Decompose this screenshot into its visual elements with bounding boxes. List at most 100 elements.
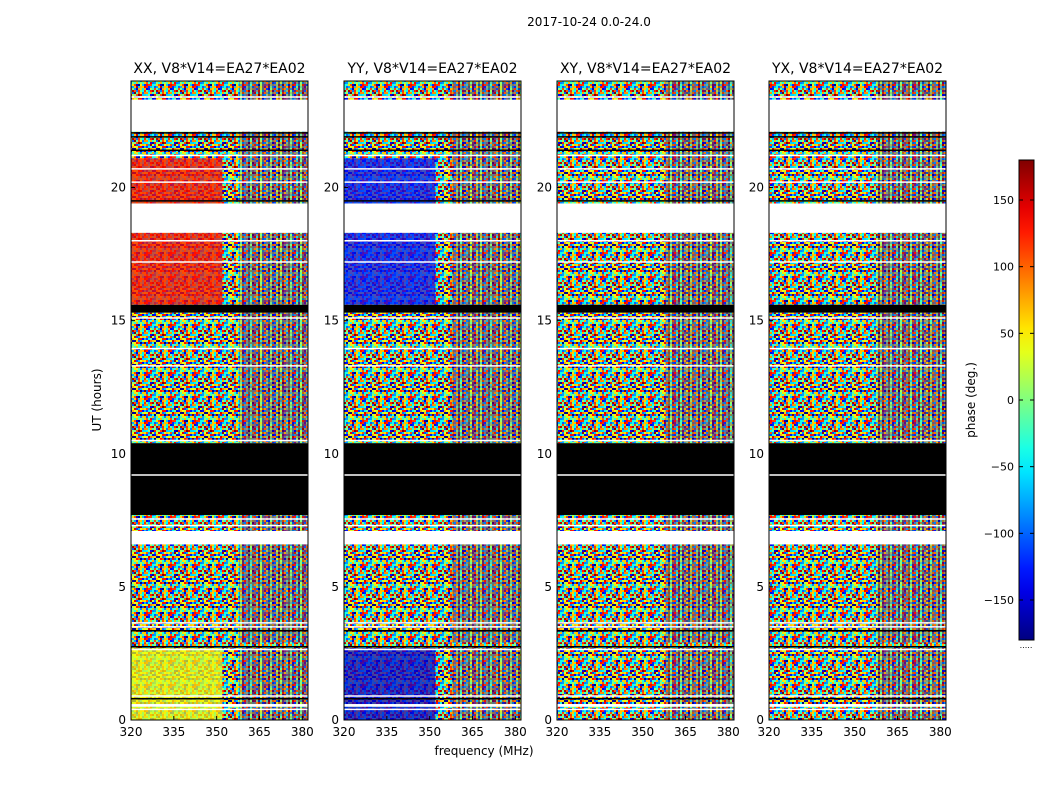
y-tick-label: 10 (324, 447, 339, 461)
y-tick-label: 0 (331, 713, 339, 727)
fringe-pattern (877, 232, 946, 305)
fringe-pattern (239, 131, 308, 159)
coherent-phase-band (344, 648, 436, 705)
fringe-pattern (452, 648, 521, 705)
coherent-phase-band (344, 158, 436, 204)
panel-title: XY, V8*V14=EA27*EA02 (560, 61, 731, 77)
panel-frame (130, 80, 309, 721)
ut-segment-flagged (769, 443, 946, 515)
fringe-pattern (239, 544, 308, 625)
y-tick-label: 15 (537, 314, 552, 328)
y-tick-label: 10 (537, 447, 552, 461)
coherent-phase-band (344, 232, 436, 305)
x-tick-label: 380 (717, 725, 740, 739)
fringe-pattern (665, 81, 734, 100)
x-tick-label: 350 (418, 725, 441, 739)
x-axis-label: frequency (MHz) (434, 744, 533, 758)
panel-xx: XX, V8*V14=EA27*EA02 320 335 350 365 380 0 5 10 1… (111, 61, 314, 739)
panel-xy: XY, V8*V14=EA27*EA02 320 335 350 365 380 0 5 10 1… (537, 61, 740, 739)
fringe-pattern (452, 312, 521, 444)
figure-suptitle: 2017-10-24 0.0-24.0 (527, 15, 651, 29)
fringe-pattern (877, 544, 946, 625)
coherent-phase-band (131, 232, 223, 305)
colorbar-tick-label: −50 (991, 461, 1014, 474)
fringe-pattern (452, 81, 521, 100)
fringe-pattern (452, 624, 521, 643)
fringe-pattern (877, 312, 946, 444)
ut-segment-flagged (557, 304, 734, 313)
fringe-pattern (665, 232, 734, 305)
fringe-pattern (239, 514, 308, 531)
x-tick-label: 350 (205, 725, 228, 739)
ut-segment-no_data (344, 704, 521, 707)
y-tick-label: 0 (118, 713, 126, 727)
ut-segment-flagged (769, 304, 946, 313)
y-tick-label: 20 (537, 181, 552, 195)
panel-yx: YX, V8*V14=EA27*EA02 320 335 350 365 380 0 5 10 1… (749, 61, 952, 739)
x-tick-label: 365 (461, 725, 484, 739)
x-tick-label: 335 (375, 725, 398, 739)
x-tick-label: 320 (120, 725, 143, 739)
ut-segment-no_data (131, 704, 308, 707)
fringe-pattern (452, 158, 521, 204)
x-tick-label: 320 (333, 725, 356, 739)
ut-segment-data (344, 642, 521, 649)
fringe-pattern (239, 81, 308, 100)
fringe-pattern (877, 81, 946, 100)
ut-segment-no_data (131, 530, 308, 545)
y-tick-label: 5 (544, 580, 552, 594)
panel-yy: YY, V8*V14=EA27*EA02 320 335 350 365 380 0 5 10 1… (324, 61, 527, 739)
fringe-pattern (239, 232, 308, 305)
panel-frame (556, 80, 735, 721)
y-tick-label: 5 (756, 580, 764, 594)
y-tick-label: 10 (749, 447, 764, 461)
ut-segment-no_data (131, 203, 308, 233)
y-tick-label: 15 (749, 314, 764, 328)
fringe-pattern (665, 131, 734, 159)
fringe-pattern (665, 544, 734, 625)
ut-segment-flagged (344, 304, 521, 313)
ut-segment-no_data (769, 530, 946, 545)
fringe-pattern (239, 158, 308, 204)
ut-segment-flagged (131, 443, 308, 515)
ut-segment-no_data (557, 530, 734, 545)
ut-segment-no_data (769, 704, 946, 707)
fringe-pattern (452, 544, 521, 625)
fringe-pattern (239, 312, 308, 444)
y-tick-label: 5 (331, 580, 339, 594)
fringe-pattern (665, 648, 734, 705)
fringe-pattern (665, 624, 734, 643)
ut-segment-flagged (131, 304, 308, 313)
ut-segment-data (769, 642, 946, 649)
x-tick-label: 365 (674, 725, 697, 739)
x-tick-label: 335 (800, 725, 823, 739)
panel-frame (343, 80, 522, 721)
y-tick-label: 0 (756, 713, 764, 727)
fringe-pattern (665, 514, 734, 531)
fringe-pattern (877, 514, 946, 531)
fringe-pattern (877, 624, 946, 643)
colorbar-tick-label: 0 (1007, 394, 1014, 407)
ut-segment-no_data (769, 99, 946, 132)
x-tick-label: 380 (929, 725, 952, 739)
x-tick-label: 320 (546, 725, 569, 739)
y-tick-label: 15 (324, 314, 339, 328)
panels-layer: XX, V8*V14=EA27*EA02 320 335 350 365 380 0 5 10 1… (111, 61, 952, 739)
panel-frame (768, 80, 947, 721)
coherent-phase-band (131, 648, 223, 705)
x-tick-label: 380 (291, 725, 314, 739)
x-tick-label: 320 (758, 725, 781, 739)
fringe-pattern (452, 514, 521, 531)
y-tick-label: 20 (111, 181, 126, 195)
y-tick-label: 5 (118, 580, 126, 594)
colorbar-tick-label: −150 (984, 594, 1014, 607)
ut-segment-flagged (344, 443, 521, 515)
ut-segment-no_data (344, 530, 521, 545)
ut-segment-no_data (769, 203, 946, 233)
coherent-phase-band (131, 158, 223, 204)
fringe-pattern (239, 648, 308, 705)
fringe-pattern (452, 131, 521, 159)
ut-segment-no_data (131, 99, 308, 132)
x-tick-label: 350 (843, 725, 866, 739)
